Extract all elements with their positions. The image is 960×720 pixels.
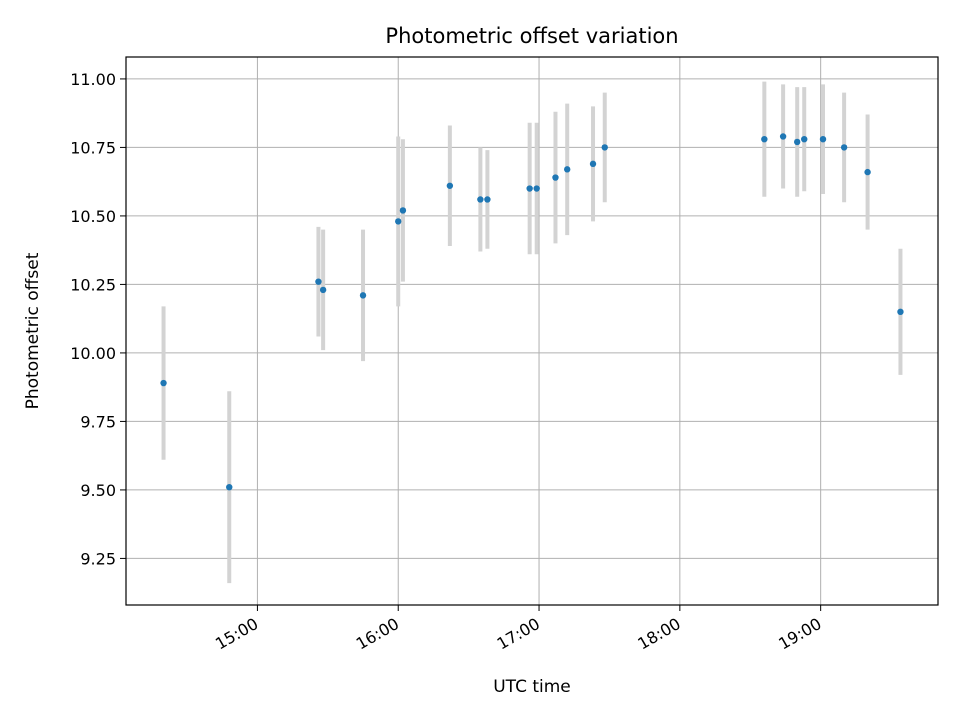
y-tick-label: 10.00 [70,344,116,363]
data-point [395,218,402,225]
data-point [564,166,571,173]
data-point [801,136,808,143]
data-point [779,133,787,140]
data-point [477,196,484,203]
grid [126,57,938,605]
data-point [552,174,559,181]
chart-title: Photometric offset variation [385,24,678,48]
x-axis-label: UTC time [493,677,571,697]
y-tick-label: 10.25 [70,275,116,294]
y-tick-label: 10.75 [70,138,116,157]
data-point [526,185,533,192]
data-point [793,138,801,146]
data-point [160,379,167,387]
data-point [864,168,871,176]
data-point [819,136,827,143]
data-point [840,144,848,151]
y-tick-label: 9.25 [80,549,116,568]
y-axis-ticks: 9.25 9.50 9.75 10.00 10.25 10.50 10.75 11.00 [70,70,126,568]
data-points [160,133,904,491]
data-point [359,292,367,299]
data-point [533,185,540,192]
data-point [319,286,327,294]
data-point [761,136,768,143]
y-axis-label: Photometric offset [23,252,43,409]
data-point [589,160,597,168]
data-point [897,308,904,316]
y-tick-label: 9.50 [80,481,116,500]
data-point [315,278,322,285]
data-point [484,196,491,203]
data-point [446,182,454,189]
plot-frame [125,56,939,606]
data-point [226,483,233,491]
y-tick-label: 10.50 [70,207,116,226]
data-point [601,144,608,151]
data-point [399,207,407,214]
y-tick-label: 9.75 [80,412,116,431]
y-tick-label: 11.00 [70,70,116,89]
